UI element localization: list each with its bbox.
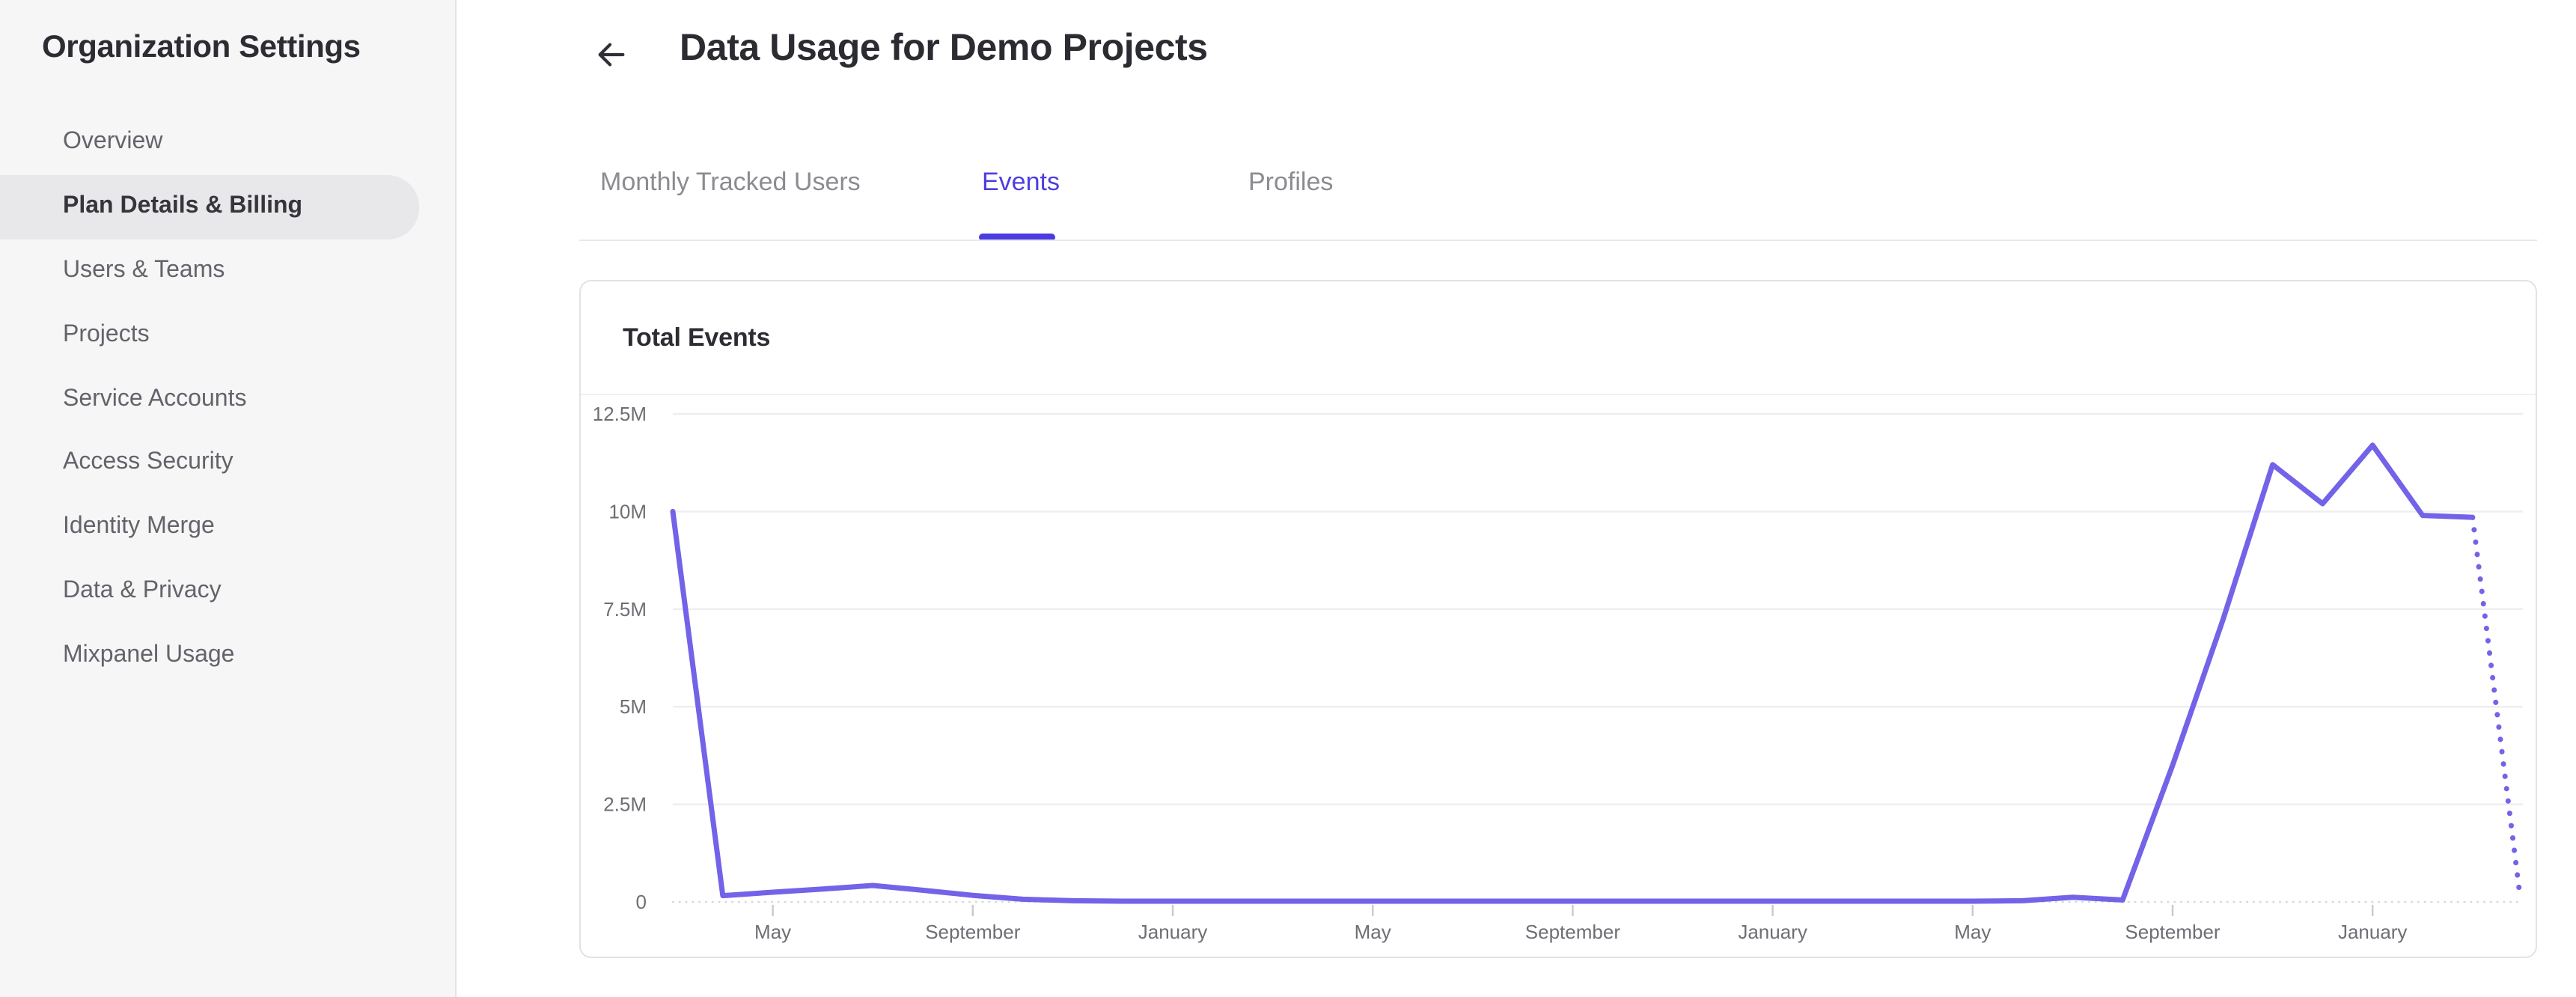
- arrow-left-icon: [597, 42, 624, 66]
- card-header-divider: [581, 394, 2536, 395]
- active-tab-indicator: [979, 234, 1055, 240]
- svg-text:May: May: [754, 921, 791, 943]
- total-events-line-chart: 12.5M 10M 7.5M 5M 2.5M 0 May September January Ma…: [593, 403, 2524, 943]
- sidebar-item-service-accounts[interactable]: Service Accounts: [63, 385, 247, 412]
- svg-text:May: May: [1355, 921, 1391, 943]
- svg-text:0: 0: [636, 891, 647, 913]
- svg-text:2.5M: 2.5M: [603, 793, 647, 816]
- svg-text:10M: 10M: [608, 500, 647, 522]
- sidebar-item-data-privacy[interactable]: Data & Privacy: [63, 577, 222, 603]
- sidebar-item-projects[interactable]: Projects: [63, 321, 150, 347]
- svg-text:12.5M: 12.5M: [593, 403, 647, 425]
- svg-text:7.5M: 7.5M: [603, 598, 647, 621]
- page-title: Data Usage for Demo Projects: [680, 27, 1208, 69]
- svg-text:May: May: [1954, 921, 1991, 943]
- sidebar-item-users-teams[interactable]: Users & Teams: [63, 257, 225, 283]
- tab-monthly-tracked-users[interactable]: Monthly Tracked Users: [600, 168, 861, 196]
- svg-text:September: September: [925, 921, 1021, 943]
- total-events-card: Total Events 12.5M 10M 7.5M 5M 2.5M 0 May Septe…: [579, 280, 2537, 958]
- sidebar-item-identity-merge[interactable]: Identity Merge: [63, 513, 215, 540]
- svg-text:January: January: [2338, 921, 2408, 943]
- svg-text:September: September: [2125, 921, 2221, 943]
- sidebar-item-overview[interactable]: Overview: [63, 129, 163, 155]
- sidebar-item-plan-details-billing[interactable]: Plan Details & Billing: [0, 174, 419, 240]
- svg-text:5M: 5M: [620, 695, 647, 718]
- sidebar-nav: Overview Plan Details & Billing Users & …: [0, 111, 455, 687]
- sidebar-title: Organization Settings: [42, 30, 361, 64]
- sidebar-item-mixpanel-usage[interactable]: Mixpanel Usage: [63, 641, 235, 668]
- sidebar-item-access-security[interactable]: Access Security: [63, 449, 234, 475]
- back-button[interactable]: [590, 33, 632, 75]
- svg-text:January: January: [1738, 921, 1807, 943]
- tab-bar-divider: [579, 240, 2537, 241]
- sidebar: Organization Settings Overview Plan Deta…: [0, 0, 457, 997]
- svg-text:September: September: [1525, 921, 1621, 943]
- svg-text:January: January: [1138, 921, 1208, 943]
- tab-events[interactable]: Events: [982, 168, 1060, 196]
- tab-profiles[interactable]: Profiles: [1248, 168, 1334, 196]
- chart-title: Total Events: [623, 323, 771, 352]
